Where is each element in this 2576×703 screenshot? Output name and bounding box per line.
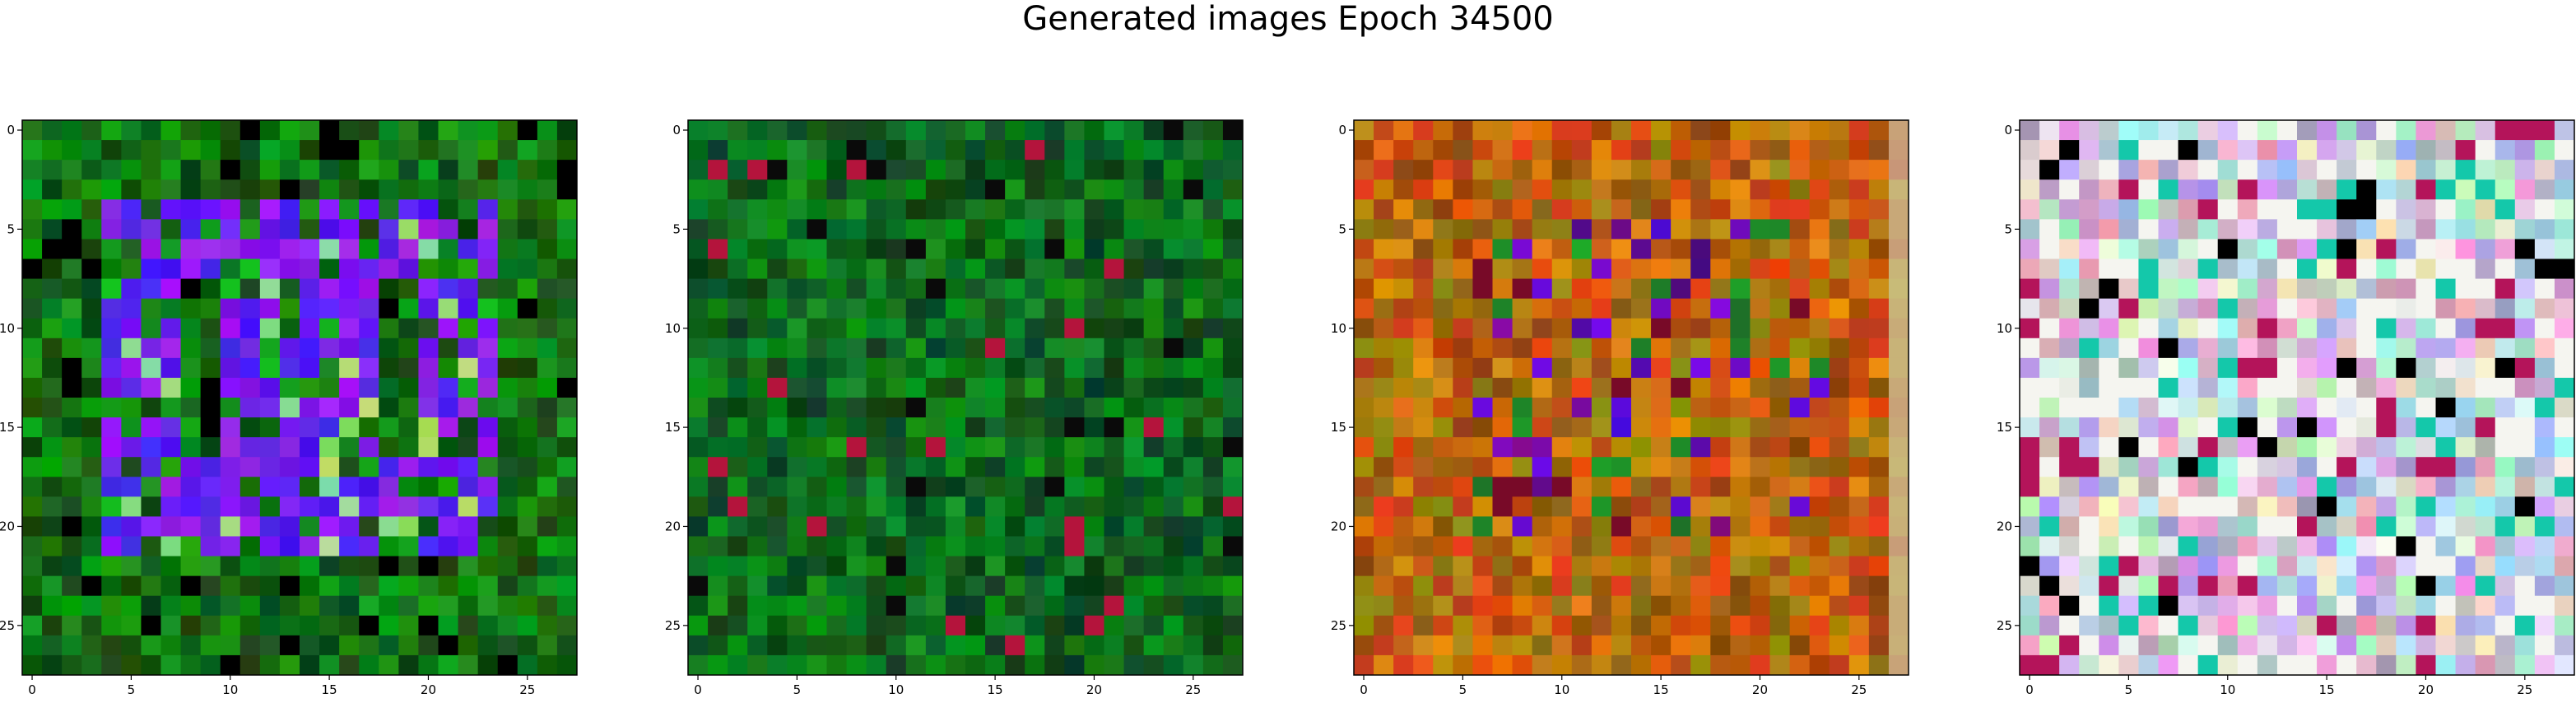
x-tick-label: 0	[28, 682, 36, 697]
generated-image-1-svg: 0 0 5 5 10 10 15 15 20 20 25 25	[0, 119, 578, 697]
y-tick-label: 25	[1331, 618, 1346, 633]
y-tick-label: 15	[665, 420, 681, 435]
axes-frame	[1353, 119, 1909, 676]
y-tick-label: 10	[1331, 321, 1346, 336]
y-tick-label: 25	[665, 618, 681, 633]
y-tick-label: 20	[1331, 519, 1346, 533]
x-tick-label: 0	[2025, 682, 2034, 697]
pixel-grid	[22, 120, 578, 676]
y-tick-label: 0	[2004, 123, 2012, 137]
x-tick-label: 5	[2125, 682, 2133, 697]
x-tick-label: 10	[222, 682, 238, 697]
x-tick-label: 15	[1653, 682, 1669, 697]
x-tick-label: 5	[793, 682, 802, 697]
x-tick-label: 20	[2418, 682, 2434, 697]
x-tick-label: 10	[1554, 682, 1569, 697]
generated-image-1: 0 0 5 5 10 10 15 15 20 20 25 25	[0, 0, 593, 703]
y-tick-label: 15	[0, 420, 15, 435]
x-tick-label: 0	[1360, 682, 1368, 697]
x-tick-label: 5	[128, 682, 136, 697]
x-tick-label: 25	[1185, 682, 1201, 697]
figure-title: Generated images Epoch 34500	[1022, 0, 1554, 38]
generated-image-2-svg: 0 0 5 5 10 10 15 15 20 20 25 25	[665, 119, 1244, 697]
pixel-grid	[2020, 120, 2575, 676]
y-tick-label: 15	[1997, 420, 2012, 435]
x-tick-label: 20	[1752, 682, 1768, 697]
x-tick-label: 15	[2319, 682, 2335, 697]
x-tick-label: 0	[694, 682, 702, 697]
y-tick-label: 10	[1997, 321, 2012, 336]
y-tick-label: 20	[0, 519, 15, 533]
y-tick-label: 0	[672, 123, 681, 137]
x-tick-label: 15	[988, 682, 1003, 697]
x-tick-label: 5	[1459, 682, 1467, 697]
y-tick-label: 20	[665, 519, 681, 533]
y-tick-label: 20	[1997, 519, 2012, 533]
x-tick-label: 10	[2220, 682, 2235, 697]
x-tick-label: 20	[1086, 682, 1102, 697]
y-tick-label: 10	[665, 321, 681, 336]
y-tick-label: 5	[7, 221, 15, 236]
y-tick-label: 0	[7, 123, 15, 137]
generated-image-3: 0 0 5 5 10 10 15 15 20 20 25 25	[1331, 0, 1925, 703]
y-tick-label: 0	[1338, 123, 1346, 137]
x-tick-label: 15	[322, 682, 337, 697]
x-tick-label: 25	[2517, 682, 2532, 697]
x-tick-label: 25	[519, 682, 535, 697]
y-tick-label: 15	[1331, 420, 1346, 435]
axes-frame	[21, 119, 578, 676]
y-tick-label: 5	[672, 221, 681, 236]
y-tick-label: 25	[0, 618, 15, 633]
y-tick-label: 5	[1338, 221, 1346, 236]
generated-image-4-svg: 0 0 5 5 10 10 15 15 20 20 25 25	[1997, 119, 2575, 697]
axes-frame	[2019, 119, 2575, 676]
y-tick-label: 25	[1997, 618, 2012, 633]
generated-image-3-svg: 0 0 5 5 10 10 15 15 20 20 25 25	[1331, 119, 1909, 697]
pixel-grid	[1354, 120, 1909, 676]
y-tick-label: 5	[2004, 221, 2012, 236]
generated-image-4: 0 0 5 5 10 10 15 15 20 20 25 25	[1997, 0, 2576, 703]
x-tick-label: 20	[421, 682, 436, 697]
pixel-grid	[688, 120, 1244, 676]
generated-image-2: 0 0 5 5 10 10 15 15 20 20 25 25	[665, 0, 1259, 703]
x-tick-label: 25	[1851, 682, 1867, 697]
y-tick-label: 10	[0, 321, 15, 336]
x-tick-label: 10	[888, 682, 904, 697]
axes-frame	[687, 119, 1244, 676]
